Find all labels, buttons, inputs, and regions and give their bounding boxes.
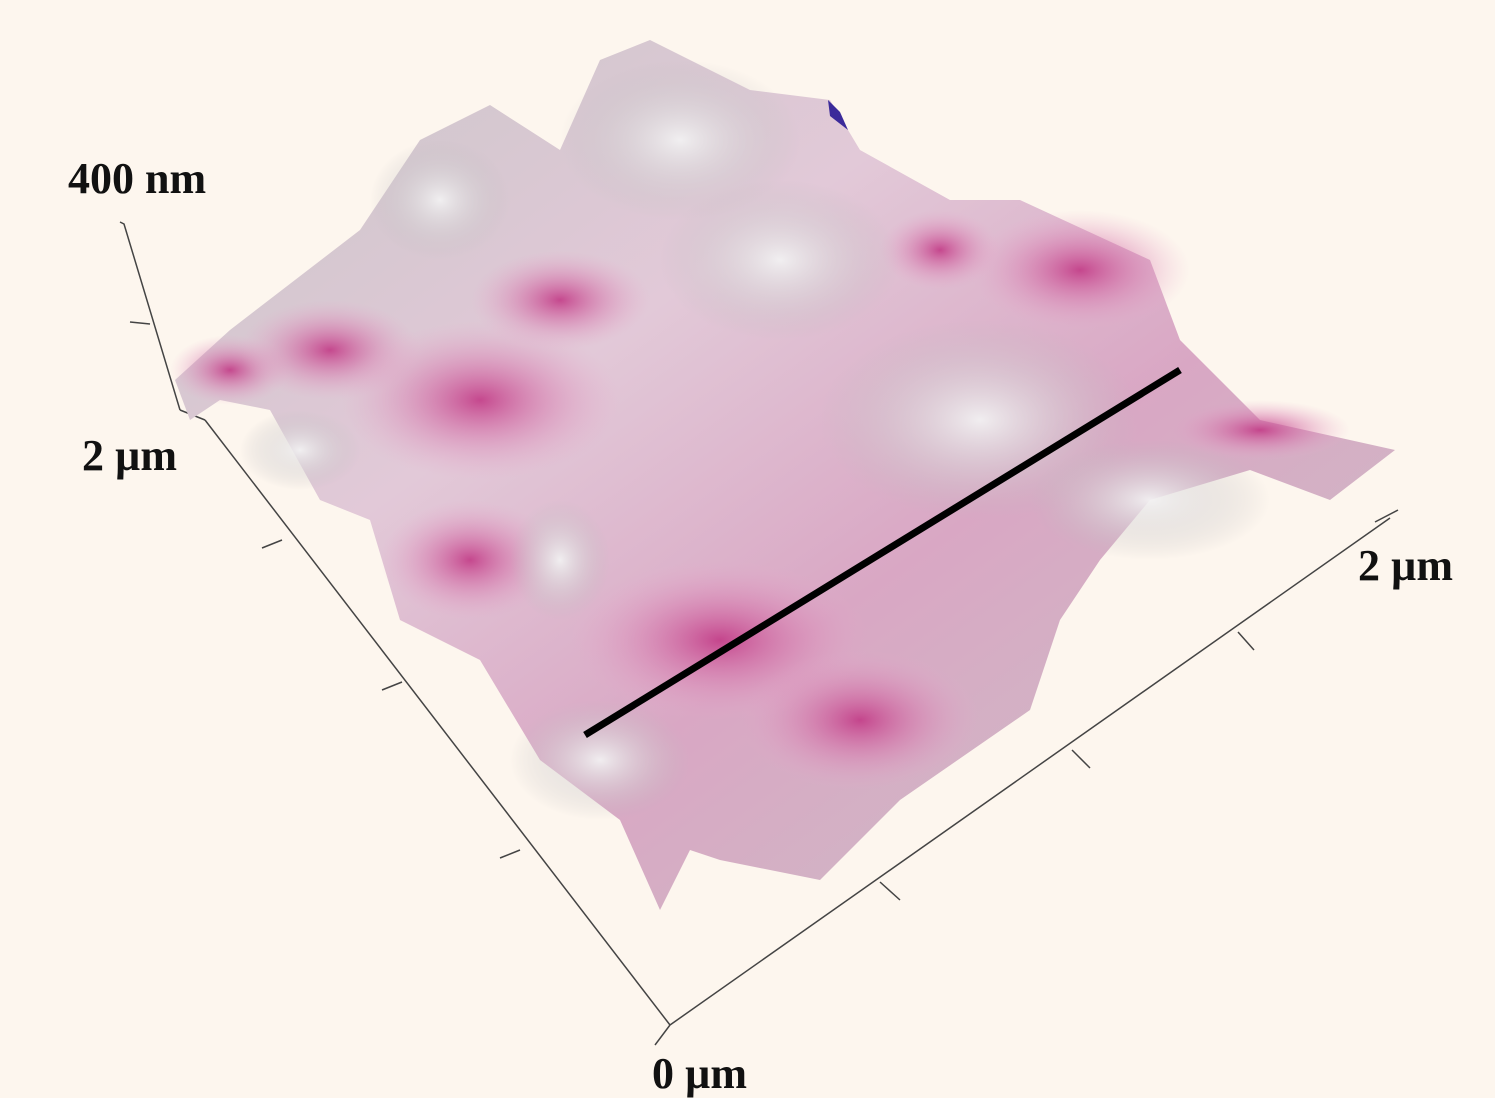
z-axis-label: 400 nm — [68, 154, 206, 203]
y-tick — [500, 850, 520, 858]
x-axis-label: 2 µm — [1358, 541, 1453, 590]
z-axis — [120, 222, 180, 410]
y-tick — [262, 540, 282, 548]
z-tick — [130, 322, 150, 324]
page: {"axes": {"z_label": "400 nm", "y_label"… — [0, 0, 1495, 1098]
surface — [170, 40, 1395, 910]
x-tick — [880, 882, 900, 900]
x-tick — [1072, 750, 1090, 768]
afm-image: 400 nm 2 µm 2 µm 0 µm — [0, 0, 1495, 1098]
y-axis-label: 2 µm — [82, 431, 177, 480]
x-tick — [1238, 632, 1254, 650]
origin-tick — [655, 1025, 670, 1045]
y-tick — [382, 682, 402, 690]
origin-label: 0 µm — [652, 1049, 747, 1098]
